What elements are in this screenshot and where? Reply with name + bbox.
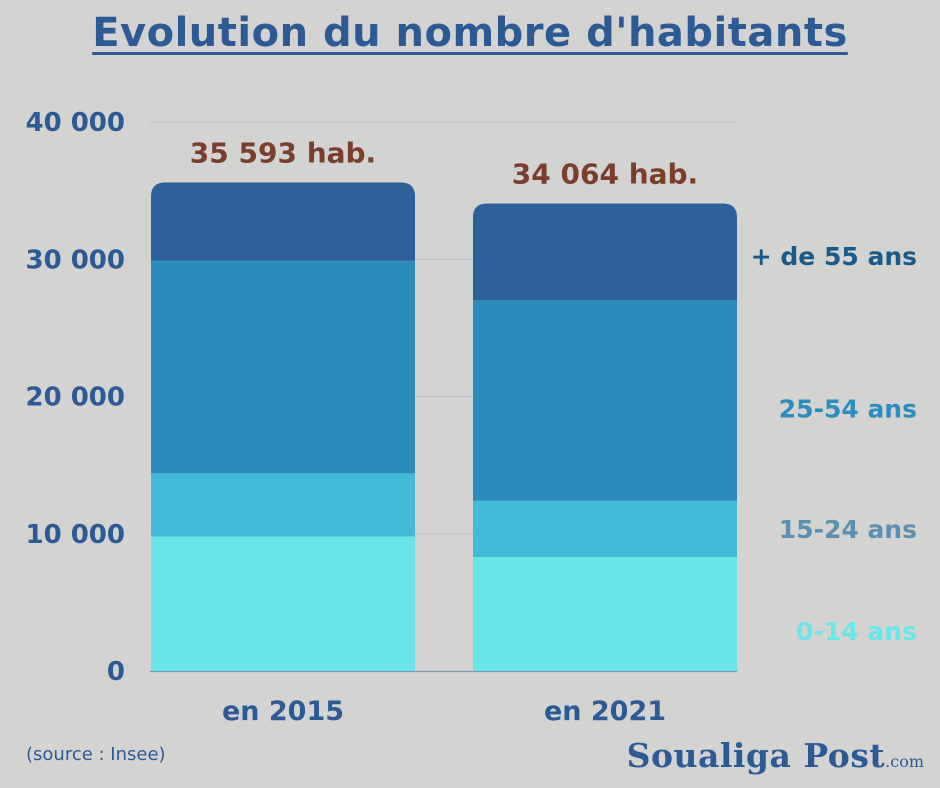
y-tick-label: 40 000: [25, 108, 125, 138]
bar-segment: [473, 300, 737, 501]
legend-entry: + de 55 ans: [751, 242, 917, 271]
brand-logo: Soualiga Post.com: [627, 736, 924, 775]
brand-name: Soualiga Post: [626, 736, 886, 775]
total-label: 35 593 hab.: [190, 136, 376, 169]
bar-segment: [151, 473, 415, 537]
y-tick-label: 0: [107, 657, 125, 687]
y-tick-label: 10 000: [25, 520, 125, 550]
x-tick-label: en 2015: [222, 696, 344, 727]
legend-entry: 25-54 ans: [779, 395, 917, 424]
legend-entry: 0-14 ans: [796, 617, 917, 646]
bar-segment: [473, 203, 737, 301]
total-labels: 35 593 hab. 34 064 hab.: [190, 136, 698, 190]
y-tick-label: 20 000: [25, 383, 125, 413]
bar-segment: [473, 500, 737, 558]
bar-segment: [151, 260, 415, 474]
total-label: 34 064 hab.: [512, 157, 698, 190]
bar-segment: [151, 536, 415, 671]
legend-entry: 15-24 ans: [779, 515, 917, 544]
legend: 0-14 ans 15-24 ans 25-54 ans + de 55 ans: [751, 242, 917, 646]
y-tick-label: 30 000: [25, 245, 125, 275]
brand-suffix: .com: [885, 752, 924, 771]
chart-title: Evolution du nombre d'habitants: [92, 10, 848, 56]
bar-segment: [151, 182, 415, 261]
y-axis: 0 10 000 20 000 30 000 40 000: [25, 108, 125, 687]
bars: [151, 182, 737, 671]
source-note: (source : Insee): [26, 744, 166, 765]
x-tick-label: en 2021: [544, 696, 666, 727]
x-axis: en 2015 en 2021: [222, 696, 666, 727]
bar-segment: [473, 557, 737, 671]
